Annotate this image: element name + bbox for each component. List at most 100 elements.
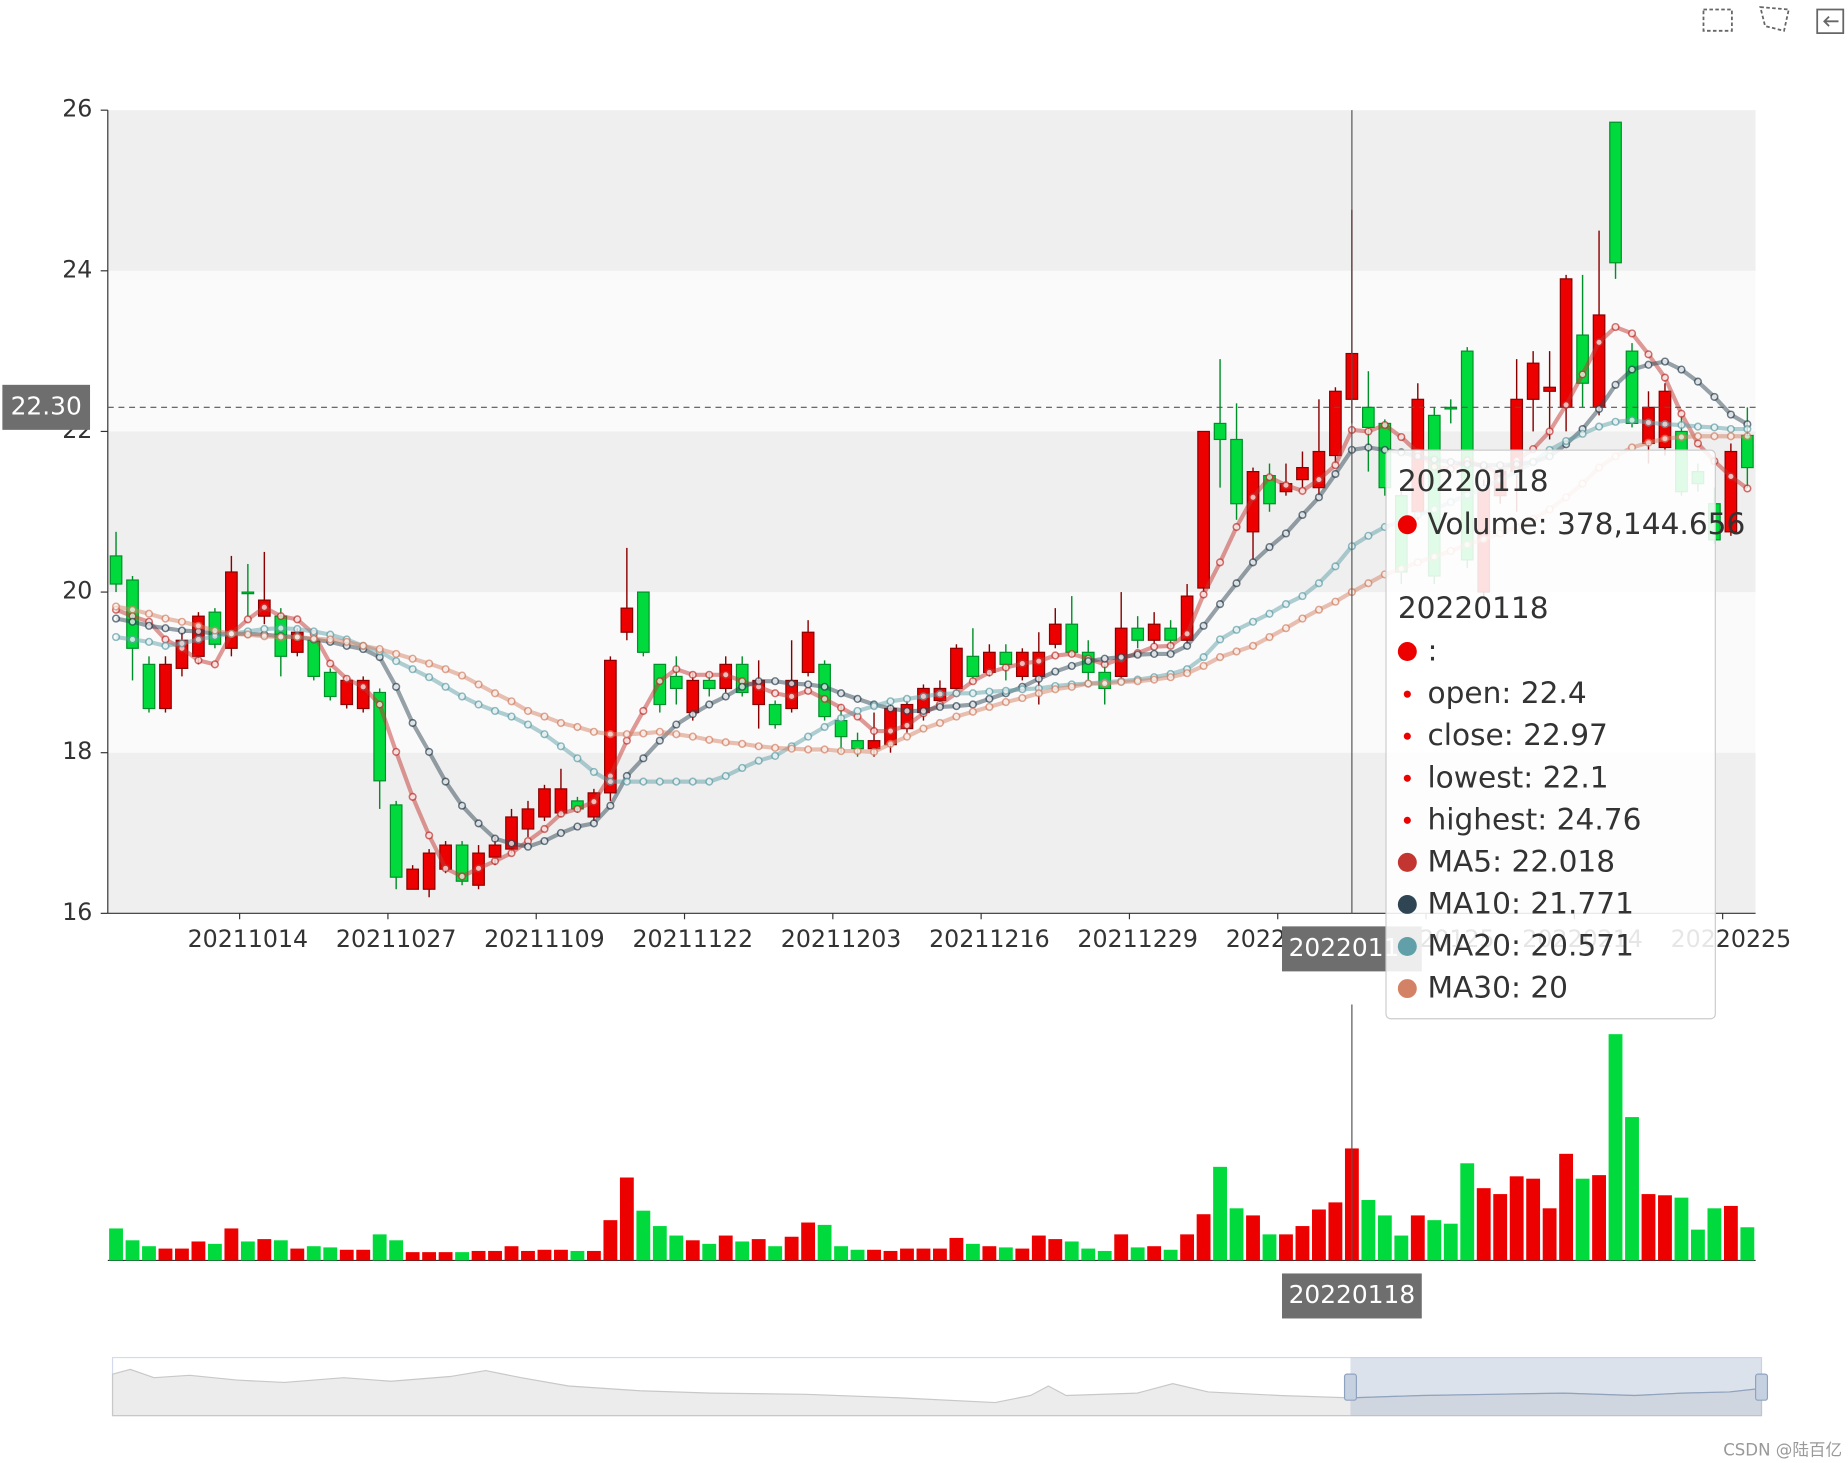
ma-point	[293, 632, 302, 642]
ma-point	[787, 679, 796, 688]
tooltip-text: Volume: 378,144.656	[1427, 506, 1745, 540]
ma-point	[1199, 590, 1208, 599]
volume-bar	[125, 1240, 140, 1261]
tooltip-text-part: :	[1501, 676, 1520, 710]
ma-point	[1660, 373, 1670, 382]
ma-point	[1248, 641, 1258, 650]
lasso-icon[interactable]	[1759, 6, 1790, 32]
ma-point	[1364, 443, 1373, 452]
tooltip-box	[1385, 449, 1716, 1020]
ma-point	[425, 831, 434, 840]
candle-body	[159, 663, 172, 710]
volume-bar	[1279, 1234, 1293, 1261]
tooltip-text: 20220118	[1398, 464, 1549, 498]
tooltip-text-part: 378,144.656	[1557, 506, 1745, 540]
candle-body	[554, 788, 568, 814]
tooltip-text: MA10: 21.771	[1427, 886, 1633, 920]
candle-body	[966, 655, 980, 677]
ma-point	[754, 677, 763, 686]
volume-bar	[1377, 1215, 1392, 1261]
ma-point	[128, 605, 137, 614]
ma-point	[655, 727, 664, 736]
volume-pointer-label: 20220118	[1289, 1280, 1416, 1309]
split-area	[107, 110, 1756, 271]
tooltip-text: MA5: 22.018	[1427, 844, 1615, 878]
ma-point	[1117, 677, 1126, 687]
ma-point	[820, 682, 829, 691]
tooltip-text: MA20: 20.571	[1427, 928, 1633, 962]
ma-point	[738, 763, 747, 773]
volume-bar	[1114, 1234, 1129, 1261]
volume-bar	[1163, 1249, 1178, 1261]
volume-bar	[883, 1250, 898, 1261]
zoom-slider-handle[interactable]	[1755, 1373, 1769, 1401]
ma-point	[1693, 377, 1703, 386]
ma-point	[1314, 605, 1324, 614]
x-tick-label: 20211027	[336, 925, 457, 953]
ma-point	[639, 729, 648, 738]
candle-body	[340, 679, 354, 706]
ma-point	[1215, 558, 1225, 567]
axis-pointer-label-box	[2, 384, 91, 430]
ma-point	[556, 742, 566, 751]
ma-point	[1150, 675, 1159, 684]
ma-point	[869, 726, 879, 736]
ma-point	[935, 718, 945, 728]
tooltip-text-part: :	[1538, 506, 1557, 540]
ma-point	[1051, 685, 1060, 694]
ma-point	[1199, 661, 1208, 671]
x-tick-label: 20211014	[188, 925, 309, 953]
restore-icon[interactable]	[1816, 8, 1845, 35]
ma-point	[1364, 531, 1373, 540]
ma-point	[1562, 400, 1571, 410]
volume-bar	[1476, 1188, 1491, 1261]
candle-body	[1230, 438, 1243, 505]
volume-bar	[1410, 1215, 1425, 1261]
tooltip-text-part: highest	[1427, 802, 1537, 836]
candle-body	[636, 591, 650, 653]
tooltip-text-part: 20220118	[1398, 590, 1549, 624]
ma-point	[507, 712, 516, 721]
x-tick-label: 20211122	[632, 925, 753, 953]
candle-body	[455, 844, 469, 882]
ma-point	[1084, 679, 1093, 688]
watermark: CSDN @陆百亿	[1723, 1441, 1842, 1460]
ma-point	[161, 641, 170, 650]
ma-point	[1331, 469, 1340, 479]
x-tick-label: 20211216	[929, 925, 1050, 953]
ma-point	[1166, 641, 1175, 650]
tooltip-text-part: open	[1427, 676, 1501, 710]
ma-point	[556, 828, 566, 838]
tooltip-marker	[1403, 774, 1411, 782]
ma-point	[836, 714, 846, 723]
ma-point	[293, 624, 302, 634]
ma-point	[721, 670, 730, 679]
ma-point	[1743, 432, 1752, 441]
ma-point	[606, 730, 615, 739]
y-tick-label: 24	[62, 255, 92, 283]
volume-bar	[1262, 1234, 1277, 1261]
volume-bar	[1246, 1215, 1260, 1261]
volume-bar	[768, 1246, 783, 1261]
ma-point	[886, 726, 895, 736]
ma-point	[1018, 694, 1027, 703]
toolbox[interactable]	[1702, 6, 1845, 35]
volume-bar	[933, 1248, 947, 1261]
zoom-slider-handle[interactable]	[1343, 1373, 1357, 1401]
ma-point	[326, 635, 335, 644]
ma-point	[688, 670, 697, 679]
zoom-icon[interactable]	[1702, 8, 1733, 32]
ma-point	[1693, 422, 1703, 431]
tooltip-text: lowest: 22.1	[1427, 760, 1608, 794]
tooltip-text-part: MA30	[1427, 970, 1510, 1004]
volume-bar	[1312, 1209, 1326, 1261]
y-tick-label: 20	[62, 577, 92, 605]
ma-point	[1314, 475, 1324, 484]
ma-point	[968, 707, 977, 716]
tooltip-text-part: 20	[1530, 970, 1568, 1004]
ma-point	[1265, 609, 1274, 618]
ma-point	[375, 700, 384, 709]
volume-bar	[1559, 1153, 1574, 1261]
ma-point	[902, 694, 912, 703]
